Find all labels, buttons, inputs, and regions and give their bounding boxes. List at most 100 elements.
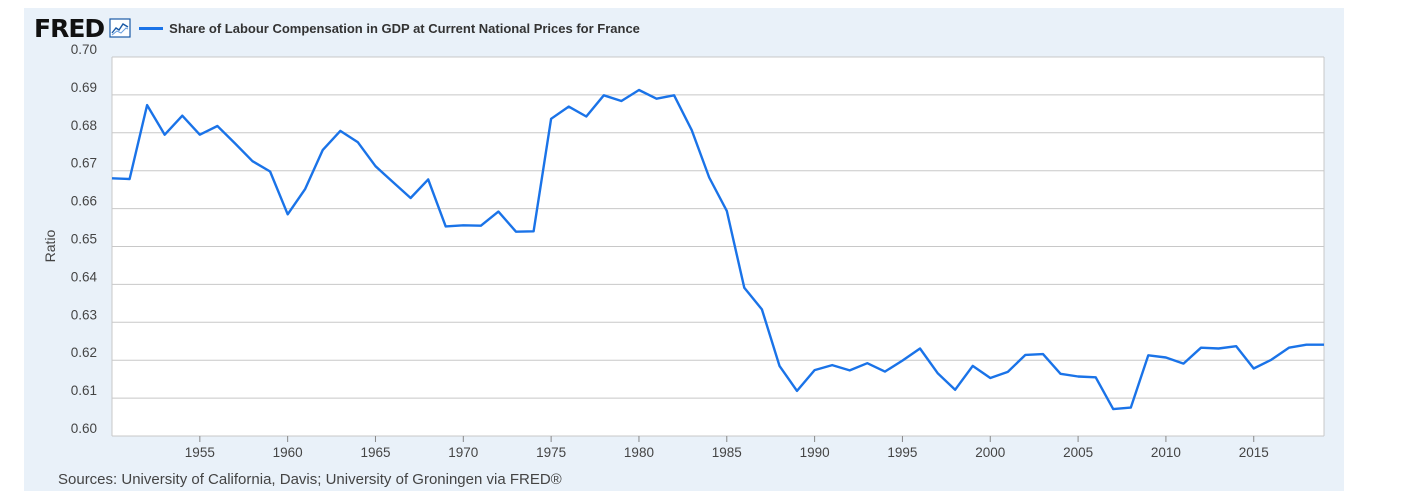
data-point[interactable]: [426, 177, 431, 182]
legend-swatch: [139, 26, 164, 30]
data-point[interactable]: [1058, 371, 1063, 376]
data-point[interactable]: [408, 195, 413, 200]
data-point[interactable]: [1181, 361, 1186, 366]
data-point[interactable]: [636, 87, 641, 92]
data-point[interactable]: [1128, 405, 1133, 410]
x-tick-label: 1955: [185, 445, 215, 460]
data-point[interactable]: [812, 368, 817, 373]
data-point[interactable]: [443, 224, 448, 229]
y-tick-label: 0.66: [71, 194, 97, 209]
data-point[interactable]: [672, 93, 677, 98]
data-point[interactable]: [478, 223, 483, 228]
x-tick-label: 2010: [1151, 445, 1181, 460]
data-point[interactable]: [654, 96, 659, 101]
x-tick-label: 2000: [975, 445, 1005, 460]
data-point[interactable]: [1322, 342, 1327, 347]
data-point[interactable]: [496, 209, 501, 214]
data-point[interactable]: [514, 229, 519, 234]
data-point[interactable]: [355, 140, 360, 145]
chart-header: FRED Share of Labour Compensation in GDP…: [34, 14, 640, 42]
data-point[interactable]: [953, 387, 958, 392]
data-point[interactable]: [830, 363, 835, 368]
data-point[interactable]: [847, 368, 852, 373]
data-point[interactable]: [1040, 352, 1045, 357]
data-point[interactable]: [110, 176, 115, 181]
data-point[interactable]: [1286, 345, 1291, 350]
data-point[interactable]: [197, 132, 202, 137]
legend-label: Share of Labour Compensation in GDP at C…: [169, 20, 640, 36]
fred-logo[interactable]: FRED: [34, 13, 105, 43]
data-point[interactable]: [180, 113, 185, 118]
data-point[interactable]: [320, 147, 325, 152]
data-point[interactable]: [531, 229, 536, 234]
series-group: [110, 87, 1327, 412]
data-point[interactable]: [900, 358, 905, 363]
data-point[interactable]: [935, 371, 940, 376]
data-point[interactable]: [145, 103, 150, 108]
data-point[interactable]: [566, 104, 571, 109]
series-line[interactable]: [111, 88, 1324, 411]
y-tick-label: 0.69: [71, 80, 97, 95]
source-note: Sources: University of California, Davis…: [58, 471, 562, 488]
y-tick-label: 0.68: [71, 118, 97, 133]
data-point[interactable]: [1234, 344, 1239, 349]
y-tick-label: 0.70: [71, 42, 97, 57]
x-tick-label: 1970: [448, 445, 478, 460]
y-tick-label: 0.63: [71, 307, 97, 322]
data-point[interactable]: [268, 169, 273, 174]
data-point[interactable]: [970, 363, 975, 368]
data-point[interactable]: [285, 212, 290, 217]
y-axis-title: Ratio: [42, 229, 58, 262]
data-point[interactable]: [1199, 345, 1204, 350]
x-tick-label: 1975: [536, 445, 566, 460]
data-point[interactable]: [619, 98, 624, 103]
data-point[interactable]: [1093, 375, 1098, 380]
data-point[interactable]: [689, 128, 694, 133]
data-point[interactable]: [1163, 355, 1168, 360]
data-point[interactable]: [795, 388, 800, 393]
x-tick-label: 2005: [1063, 445, 1093, 460]
data-point[interactable]: [584, 114, 589, 119]
data-point[interactable]: [724, 208, 729, 213]
data-point[interactable]: [1216, 346, 1221, 351]
data-point[interactable]: [707, 175, 712, 180]
data-point[interactable]: [1146, 353, 1151, 358]
x-axis: 1955 1960 1965 1970 1975 1980 1985 1990 1995 2000…: [185, 436, 1269, 460]
y-tick-label: 0.67: [71, 156, 97, 171]
x-tick-label: 1980: [624, 445, 654, 460]
data-point[interactable]: [303, 186, 308, 191]
data-point[interactable]: [1076, 374, 1081, 379]
y-tick-label: 0.60: [71, 421, 97, 436]
data-point[interactable]: [127, 177, 132, 182]
data-point[interactable]: [759, 307, 764, 312]
data-point[interactable]: [777, 363, 782, 368]
data-point[interactable]: [1111, 407, 1116, 412]
y-axis: 0.60 0.61 0.62 0.63 0.64 0.65 0.66 0.67 0.68 0.69…: [71, 42, 98, 436]
data-point[interactable]: [250, 159, 255, 164]
x-tick-label: 1960: [273, 445, 303, 460]
data-point[interactable]: [988, 376, 993, 381]
data-point[interactable]: [373, 164, 378, 169]
data-point[interactable]: [1023, 352, 1028, 357]
data-point[interactable]: [1304, 342, 1309, 347]
data-point[interactable]: [338, 128, 343, 133]
data-point[interactable]: [742, 285, 747, 290]
data-point[interactable]: [461, 223, 466, 228]
data-point[interactable]: [549, 116, 554, 121]
data-point[interactable]: [232, 141, 237, 146]
data-point[interactable]: [1269, 357, 1274, 362]
x-tick-label: 2015: [1239, 445, 1269, 460]
data-point[interactable]: [865, 361, 870, 366]
data-point[interactable]: [162, 132, 167, 137]
data-point[interactable]: [601, 93, 606, 98]
data-point[interactable]: [1005, 369, 1010, 374]
data-point[interactable]: [1251, 366, 1256, 371]
gridlines: [111, 56, 1325, 437]
data-point[interactable]: [391, 180, 396, 185]
y-tick-label: 0.65: [71, 232, 97, 247]
data-point[interactable]: [215, 123, 220, 128]
y-tick-label: 0.64: [71, 269, 98, 284]
data-point[interactable]: [882, 369, 887, 374]
data-point[interactable]: [918, 346, 923, 351]
